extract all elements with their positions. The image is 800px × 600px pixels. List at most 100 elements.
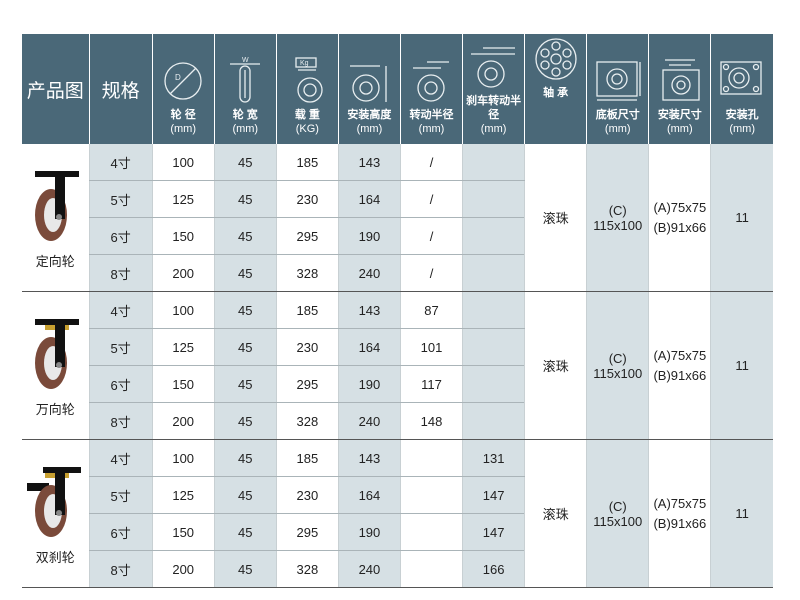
bearing-cell: 滚珠 (524, 439, 587, 588)
cell-width: 45 (213, 254, 277, 292)
cell-width: 45 (213, 513, 277, 551)
cell-brake-radius (462, 291, 525, 329)
cell-swivel-radius: / (399, 217, 463, 255)
header-wheel-width: W 轮 宽 (mm) (213, 34, 277, 144)
table-row: 定向轮 4寸 100 45 185 143/滚珠 (C) 115x100 (A)75x75 (B)… (22, 144, 773, 292)
mounting-size-cell: (A)75x75 (B)91x66 (648, 291, 711, 440)
table-row: 8寸 200 45 328 240/ (22, 254, 773, 292)
load-icon: Kg (295, 57, 323, 103)
cell-swivel-radius: 148 (399, 402, 463, 440)
cell-diameter: 150 (151, 365, 215, 403)
table-row: 6寸 150 45 295 190/ (22, 217, 773, 255)
cell-spec: 6寸 (88, 513, 153, 551)
header-mounting-height: 安装高度 (mm) (337, 34, 401, 144)
cell-brake-radius (462, 217, 525, 255)
cell-load: 185 (275, 291, 339, 329)
plate-size-line: 115x100 (593, 217, 643, 233)
cell-brake-radius (462, 402, 525, 440)
header-label: 转动半径 (409, 109, 454, 121)
caster-wheel-image (27, 467, 82, 537)
cell-load: 230 (275, 476, 339, 514)
mounting-hole-icon (720, 61, 762, 95)
cell-spec: 4寸 (88, 144, 153, 181)
cell-width: 45 (213, 180, 277, 218)
header-label: 轴 承 (543, 87, 569, 99)
cell-load: 328 (275, 254, 339, 292)
mounting-size-line: (B)91x66 (653, 367, 707, 383)
header-swivel-radius: 转动半径 (mm) (399, 34, 463, 144)
cell-spec: 5寸 (88, 476, 153, 514)
cell-swivel-radius (399, 439, 463, 477)
cell-height: 190 (337, 513, 401, 551)
cell-diameter: 100 (151, 144, 215, 181)
cell-spec: 4寸 (88, 291, 153, 329)
header-unit: (mm) (418, 123, 445, 135)
mounting-height-icon (350, 65, 388, 102)
cell-spec: 8寸 (88, 402, 153, 440)
bearing-cell: 滚珠 (524, 291, 587, 440)
cell-diameter: 200 (151, 550, 215, 588)
cell-swivel-radius: / (399, 144, 463, 181)
table-row: 6寸 150 45 295 190 147 (22, 513, 773, 551)
table-row: 5寸 125 45 230 164/ (22, 180, 773, 218)
mounting-size-cell: (A)75x75 (B)91x66 (648, 144, 711, 292)
table-row: 万向轮 4寸 100 45 185 143 87 滚珠 (C) 115x100 (A)75x75 (B… (22, 291, 773, 440)
cell-swivel-radius: 117 (399, 365, 463, 403)
mounting-hole-cell: 11 (710, 144, 773, 292)
cell-height: 143 (337, 144, 401, 181)
cell-height: 164 (337, 476, 401, 514)
wheel-width-icon: W (230, 57, 261, 103)
header-product-image: 产品图 (22, 34, 90, 144)
cell-height: 190 (337, 217, 401, 255)
header-unit: (KG) (295, 123, 319, 135)
cell-swivel-radius (399, 476, 463, 514)
cell-load: 230 (275, 328, 339, 366)
cell-height: 143 (337, 291, 401, 329)
cell-load: 328 (275, 550, 339, 588)
table-row: 8寸 200 45 328 240 148 (22, 402, 773, 440)
cell-height: 143 (337, 439, 401, 477)
product-cell: 万向轮 (22, 291, 90, 440)
cell-diameter: 150 (151, 513, 215, 551)
mounting-size-line: (A)75x75 (653, 495, 707, 511)
table-row: 5寸 125 45 230 164 147 (22, 476, 773, 514)
header-unit: (mm) (729, 123, 755, 135)
cell-load: 295 (275, 513, 339, 551)
mounting-size-line: (A)75x75 (653, 199, 707, 215)
bearing-cell: 滚珠 (524, 144, 587, 292)
cell-brake-radius: 147 (462, 476, 525, 514)
product-cell: 双刹轮 (22, 439, 90, 588)
plate-size-cell: (C) 115x100 (586, 144, 649, 292)
cell-diameter: 200 (151, 254, 215, 292)
cell-spec: 6寸 (88, 365, 153, 403)
mounting-size-line: (B)91x66 (653, 515, 707, 531)
cell-height: 164 (337, 328, 401, 366)
header-label: 轮 径 (170, 109, 196, 121)
plate-size-line: (C) (608, 350, 627, 366)
cell-diameter: 100 (151, 291, 215, 329)
cell-spec: 8寸 (88, 254, 153, 292)
header-label: 安装高度 (347, 109, 392, 121)
header-unit: (mm) (666, 123, 693, 135)
mounting-hole-cell: 11 (710, 439, 773, 588)
cell-spec: 6寸 (88, 217, 153, 255)
cell-brake-radius: 166 (462, 550, 525, 588)
cell-spec: 8寸 (88, 550, 153, 588)
header-label: 安装孔 (725, 109, 759, 121)
header-unit: (mm) (170, 123, 197, 135)
product-name: 定向轮 (35, 254, 75, 269)
mounting-size-icon (662, 59, 700, 101)
brake-swivel-radius-icon (470, 47, 515, 88)
product-name: 万向轮 (35, 402, 75, 417)
cell-swivel-radius (399, 550, 463, 588)
cell-width: 45 (213, 144, 277, 181)
cell-load: 230 (275, 180, 339, 218)
svg-text:D: D (175, 73, 181, 82)
header-mounting-hole: 安装孔 (mm) (710, 34, 773, 144)
cell-height: 240 (337, 254, 401, 292)
cell-diameter: 125 (151, 476, 215, 514)
header-unit: (mm) (604, 123, 631, 135)
mounting-size-cell: (A)75x75 (B)91x66 (648, 439, 711, 588)
cell-brake-radius (462, 144, 525, 181)
cell-load: 295 (275, 365, 339, 403)
